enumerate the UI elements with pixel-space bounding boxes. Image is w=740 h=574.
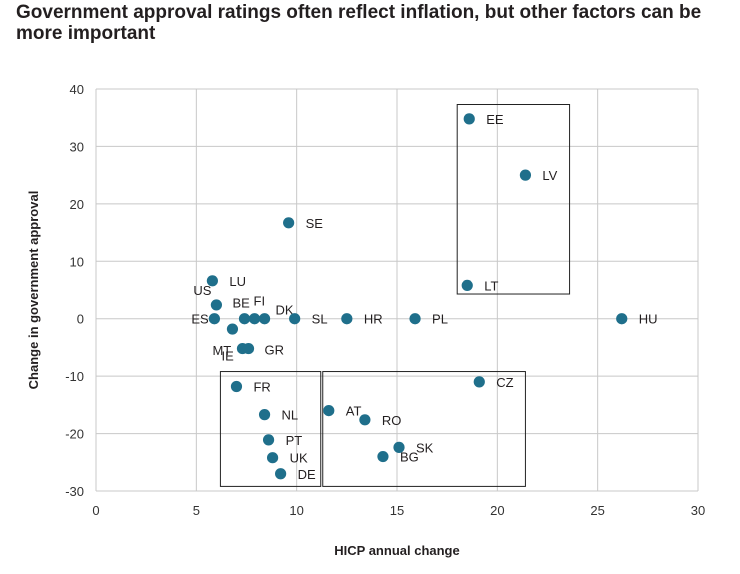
axes: 0 5 10 15 20 25 30 -30 -20 -10 0 10 20 30 40 [65, 82, 705, 518]
x-tick-label: 20 [490, 503, 504, 518]
data-point-nl [258, 409, 271, 421]
data-point-se [283, 217, 295, 229]
data-point-pl [409, 313, 421, 325]
data-label-uk: UK [290, 451, 308, 466]
data-point-gr [242, 342, 255, 355]
x-tick-label: 0 [92, 503, 99, 518]
data-point-pt [262, 434, 275, 446]
data-point-us [210, 299, 222, 311]
data-label-fi: FI [254, 294, 266, 309]
x-tick-label: 25 [590, 503, 604, 518]
data-point-cz [473, 376, 485, 388]
data-label-de: DE [298, 467, 316, 482]
data-label-at: AT [346, 404, 362, 419]
data-label-hr: HR [364, 312, 383, 327]
data-label-es: ES [191, 312, 209, 327]
data-point-dk [258, 313, 271, 325]
y-tick-label: -20 [65, 427, 84, 442]
data-point-ro [359, 414, 371, 426]
data-point-hu [616, 313, 628, 325]
data-label-gr: GR [265, 343, 285, 358]
data-label-ie: IE [221, 349, 234, 364]
y-tick-label: 40 [70, 82, 84, 97]
chart-title: Government approval ratings often reflec… [16, 2, 702, 44]
data-label-us: US [193, 283, 211, 298]
data-label-mt: MT [212, 343, 231, 358]
data-point-ee [463, 113, 475, 125]
data-label-hu: HU [639, 312, 658, 327]
y-axis-label: Change in government approval [26, 191, 41, 390]
data-point-es [208, 313, 220, 325]
data-point-sl [289, 313, 301, 325]
data-label-fr: FR [253, 379, 270, 394]
data-point-sk [393, 441, 405, 453]
data-label-lv: LV [542, 168, 557, 183]
data-label-sk: SK [416, 440, 434, 455]
x-tick-label: 10 [289, 503, 303, 518]
data-point-lt [461, 279, 473, 292]
data-point-hr [341, 313, 353, 325]
data-label-dk: DK [276, 303, 294, 318]
x-tick-label: 15 [390, 503, 404, 518]
data-point-be [238, 313, 251, 325]
data-point-fi [248, 313, 261, 325]
data-point-fr [230, 380, 243, 393]
x-tick-label: 5 [193, 503, 200, 518]
data-point-bg [377, 450, 389, 463]
highlight-boxes [219, 104, 571, 487]
data-point-mt [226, 323, 239, 335]
box-lower-left [219, 371, 322, 487]
x-tick-label: 30 [691, 503, 705, 518]
data-label-lu: LU [229, 274, 246, 289]
y-tick-label: 30 [70, 139, 84, 154]
y-tick-label: 20 [70, 197, 84, 212]
data-label-ee: EE [486, 112, 504, 127]
box-eastern-baltic [456, 104, 571, 295]
grid [95, 88, 699, 492]
data-point-de [275, 468, 287, 480]
data-point-at [323, 405, 335, 417]
data-label-se: SE [306, 216, 324, 231]
data-label-cz: CZ [496, 375, 513, 390]
y-tick-label: -30 [65, 484, 84, 499]
data-point-lu [206, 275, 218, 287]
data-point-uk [266, 452, 279, 464]
x-axis-label: HICP annual change [334, 543, 459, 558]
data-label-ro: RO [382, 413, 402, 428]
data-label-bg: BG [400, 450, 419, 465]
y-tick-label: -10 [65, 369, 84, 384]
data-label-pl: PL [432, 312, 448, 327]
data-label-sl: SL [312, 312, 328, 327]
box-lower-middle [322, 371, 526, 487]
data-label-lt: LT [484, 278, 498, 293]
data-point-lv [519, 169, 532, 181]
y-tick-label: 0 [77, 312, 84, 327]
data-label-pt: PT [286, 433, 303, 448]
data-label-nl: NL [282, 408, 299, 423]
y-tick-label: 10 [70, 254, 84, 269]
data-label-be: BE [232, 296, 250, 311]
